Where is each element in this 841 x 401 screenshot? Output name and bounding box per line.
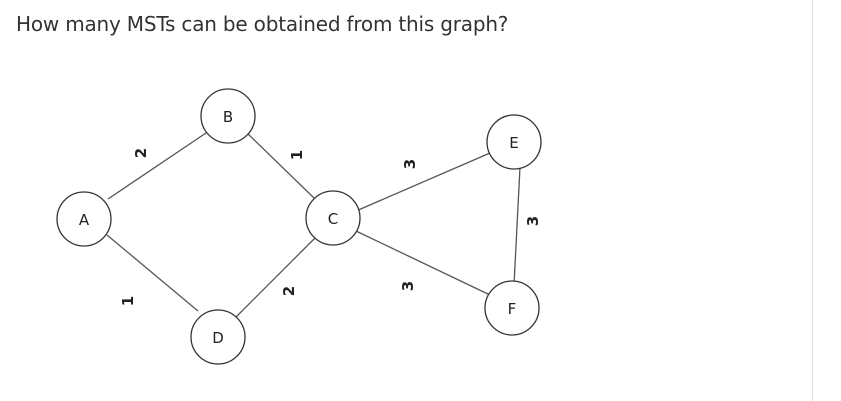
edge-a-d <box>106 234 199 312</box>
node-label-c: C <box>328 210 338 228</box>
right-divider <box>812 0 813 401</box>
edge-a-b <box>107 132 207 200</box>
graph-node-c: C <box>305 190 361 246</box>
edge-d-c <box>234 237 316 319</box>
weight-label-c-e: 3 <box>401 159 419 169</box>
edge-e-f <box>513 166 521 286</box>
graph-node-b: B <box>200 88 256 144</box>
graph-node-d: D <box>190 309 246 365</box>
weight-label-c-f: 3 <box>399 281 417 291</box>
node-label-a: A <box>79 211 90 229</box>
node-label-e: E <box>509 134 518 152</box>
question-text: How many MSTs can be obtained from this … <box>16 12 509 36</box>
graph-node-f: F <box>484 280 540 336</box>
edge-b-c <box>245 131 315 199</box>
weight-label-e-f: 3 <box>524 216 542 226</box>
node-label-f: F <box>508 300 517 318</box>
weight-label-a-b: 2 <box>132 148 150 158</box>
weight-label-b-c: 1 <box>288 150 306 160</box>
edge-c-f <box>355 230 491 296</box>
weight-label-d-c: 2 <box>280 286 298 296</box>
node-label-b: B <box>223 108 233 126</box>
node-label-d: D <box>212 329 224 347</box>
edge-c-e <box>355 152 491 212</box>
weight-label-a-d: 1 <box>119 296 137 306</box>
graph-node-a: A <box>56 191 112 247</box>
graph-node-e: E <box>486 114 542 170</box>
